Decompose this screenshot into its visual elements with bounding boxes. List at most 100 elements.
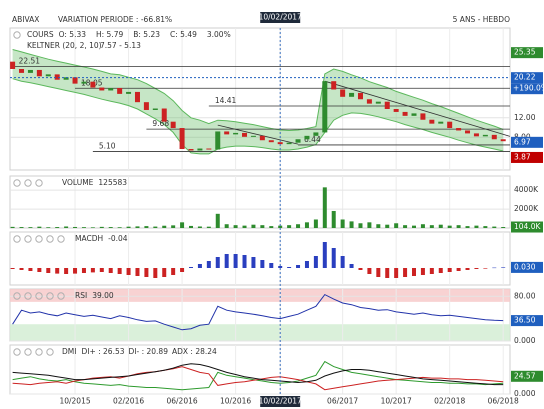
- legend-value: B: 5.23: [133, 30, 160, 39]
- bar: [260, 260, 265, 268]
- x-tick-label: 10/2017: [381, 397, 412, 406]
- candle: [179, 128, 185, 150]
- candle: [152, 108, 158, 110]
- bar: [403, 268, 408, 277]
- bar: [296, 265, 301, 268]
- value-marker-box: [511, 136, 543, 148]
- bar: [189, 267, 193, 268]
- bar: [73, 226, 78, 228]
- panel-icon[interactable]: [13, 292, 21, 300]
- trend-line: [324, 80, 511, 137]
- panel-icon[interactable]: [13, 348, 21, 356]
- bar: [206, 261, 211, 268]
- bar: [438, 268, 443, 273]
- value-marker-box: [511, 315, 543, 327]
- bar: [19, 227, 24, 228]
- band-value: 7.57 - 5.13: [100, 41, 141, 50]
- candle: [81, 81, 87, 84]
- line: [12, 293, 504, 331]
- panel-icon[interactable]: [46, 292, 54, 300]
- panel-icon[interactable]: [35, 235, 43, 243]
- panel-icon[interactable]: [24, 179, 32, 187]
- candle: [143, 102, 149, 110]
- x-tick-label: 02/2016: [113, 397, 144, 406]
- candle: [259, 135, 265, 141]
- panel-value: 39.00: [92, 291, 114, 300]
- candle: [215, 131, 221, 150]
- bar: [153, 268, 158, 278]
- candle: [393, 109, 399, 112]
- level-label: 22.51: [19, 57, 41, 66]
- bar: [456, 225, 461, 228]
- panel-icon[interactable]: [35, 179, 43, 187]
- value-marker-label: 25.35: [514, 48, 536, 57]
- candle: [268, 140, 274, 143]
- candle: [197, 148, 203, 151]
- value-marker-box: [511, 47, 543, 59]
- legend-entry: ADX : 28.24: [172, 347, 217, 356]
- bar: [64, 268, 69, 274]
- bar: [180, 222, 185, 228]
- panel-icon[interactable]: [24, 235, 32, 243]
- bar: [260, 225, 265, 228]
- y-tick-label: 0.000: [514, 389, 536, 398]
- panel-icon[interactable]: [35, 292, 43, 300]
- value-marker-box: [511, 151, 543, 163]
- panel-icon[interactable]: [57, 292, 65, 300]
- candle: [126, 91, 132, 94]
- change-box: [511, 83, 543, 95]
- candle: [465, 130, 471, 134]
- bar: [438, 224, 443, 228]
- candle: [63, 77, 69, 80]
- bar: [162, 225, 167, 228]
- bar: [171, 268, 176, 275]
- bar: [233, 225, 238, 228]
- bar: [126, 226, 131, 228]
- panel-icon[interactable]: [46, 235, 54, 243]
- bar: [251, 224, 256, 228]
- bar: [135, 268, 140, 276]
- candle: [45, 74, 51, 77]
- candle: [286, 142, 292, 145]
- zone-band: [10, 289, 510, 302]
- bar: [64, 226, 69, 228]
- panel-title: COURS: [27, 30, 54, 39]
- panel-icon[interactable]: [13, 31, 21, 39]
- bar: [278, 266, 283, 268]
- candle: [402, 111, 408, 116]
- candle: [36, 69, 42, 77]
- bar: [46, 268, 51, 273]
- panel-icon[interactable]: [57, 235, 65, 243]
- level-label: 9.68: [152, 119, 169, 128]
- candle: [447, 121, 453, 129]
- bar: [367, 268, 372, 274]
- candle: [473, 133, 479, 137]
- bar: [474, 268, 479, 269]
- bar: [215, 213, 220, 228]
- panel-icon[interactable]: [13, 179, 21, 187]
- panel-icon[interactable]: [24, 292, 32, 300]
- bar: [331, 248, 336, 268]
- bar: [197, 226, 202, 228]
- x-tick-label: 06/2017: [327, 397, 358, 406]
- bar: [153, 226, 158, 228]
- candle: [19, 68, 25, 73]
- panel-icon[interactable]: [46, 348, 54, 356]
- panel-icon[interactable]: [24, 348, 32, 356]
- panel-icon[interactable]: [35, 348, 43, 356]
- x-tick-label: 06/2018: [488, 397, 519, 406]
- candle: [438, 121, 444, 124]
- y-tick-label: 8.00: [514, 132, 531, 141]
- candle: [161, 108, 167, 122]
- cursor-date: 10/02/2017: [259, 397, 302, 406]
- panel-value: 125583: [98, 178, 127, 187]
- bar: [233, 254, 238, 268]
- candle: [54, 74, 60, 80]
- bar: [403, 225, 408, 228]
- period[interactable]: 5 ANS - HEBDO: [453, 15, 510, 24]
- panel-value: -0.04: [108, 234, 128, 243]
- panel-icon[interactable]: [13, 235, 21, 243]
- bar: [492, 226, 497, 228]
- bar: [501, 267, 506, 268]
- candle: [331, 81, 337, 90]
